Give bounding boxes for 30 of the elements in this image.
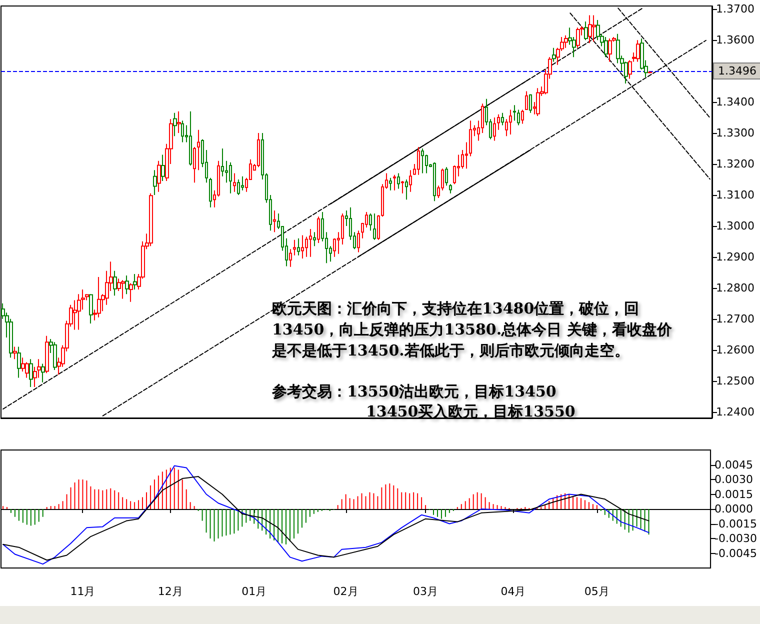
- y-tick-label: 1.3400: [716, 96, 754, 109]
- y-tick-label: 1.3000: [716, 219, 754, 232]
- ref-line-label: 1.3496: [718, 64, 756, 78]
- y-tick-label: 1.3700: [716, 2, 754, 16]
- x-tick-label: 04月: [500, 585, 526, 598]
- y-tick-label: 1.2800: [716, 281, 754, 294]
- y-tick-label: -0.0015: [714, 517, 758, 530]
- annotation: 欧元天图：汇价向下，支持位在13480位置，破位，回13450，向上反弹的压力13580.总体今日 关键，看收盘价是不是低于13450.若低此于，则后市欧元倾向走空。: [271, 300, 673, 360]
- y-tick-label: 1.3600: [716, 34, 754, 47]
- y-tick-label: 1.2700: [716, 312, 754, 326]
- y-tick-label: 1.2500: [716, 374, 754, 388]
- y-tick-label: 1.2600: [716, 343, 754, 356]
- x-tick-label: 05月: [584, 585, 610, 598]
- y-tick-label: 0.0045: [714, 458, 754, 472]
- y-tick-label: 1.3100: [716, 188, 754, 202]
- y-tick-label: 0.0000: [714, 502, 754, 516]
- y-tick-label: 1.3300: [716, 126, 754, 140]
- y-tick-label: 1.3200: [716, 157, 754, 170]
- y-tick-label: 1.2400: [716, 405, 754, 418]
- annotation: 参考交易：13550沽出欧元，目标13450: [271, 382, 556, 400]
- y-tick-label: 1.2900: [716, 250, 754, 264]
- y-tick-label: -0.0030: [714, 532, 758, 545]
- x-tick-label: 12月: [158, 585, 183, 598]
- x-tick-label: 02月: [333, 585, 358, 598]
- x-tick-label: 03月: [413, 585, 438, 598]
- y-tick-label: -0.0045: [714, 546, 758, 560]
- y-tick-label: 0.0015: [714, 488, 754, 501]
- x-tick-label: 01月: [242, 585, 267, 598]
- x-tick-label: 11月: [70, 585, 96, 598]
- y-tick-label: 0.0030: [714, 473, 754, 486]
